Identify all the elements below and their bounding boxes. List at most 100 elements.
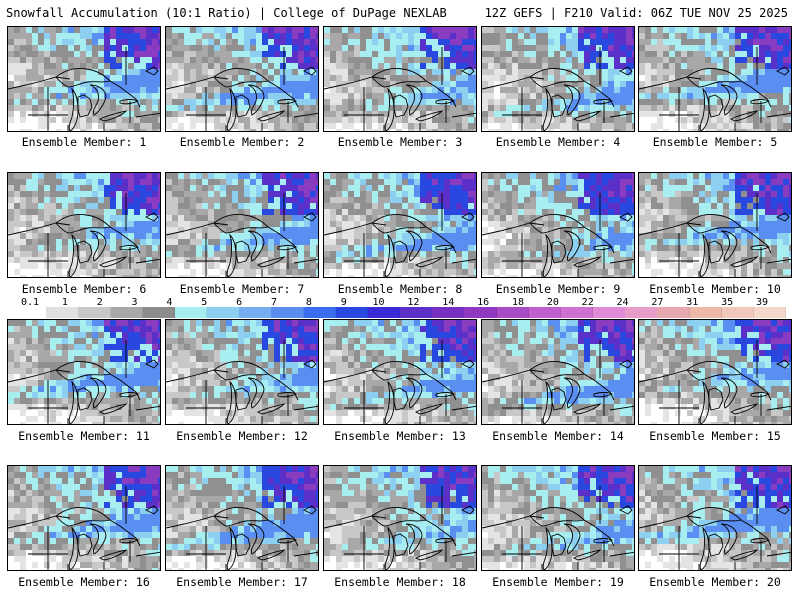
- ensemble-member-map: [481, 172, 635, 278]
- snowfall-map: [639, 173, 791, 277]
- colorbar-swatch: [46, 307, 79, 318]
- ensemble-member-map: [7, 465, 161, 571]
- panel-caption: Ensemble Member: 5: [652, 135, 778, 149]
- colorbar-swatch: [432, 307, 465, 318]
- panel-caption: Ensemble Member: 1: [21, 135, 147, 149]
- colorbar-swatch: [367, 307, 401, 318]
- colorbar-swatch: [239, 307, 272, 318]
- colorbar-swatch: [625, 307, 658, 318]
- snowfall-map: [8, 466, 160, 570]
- snowfall-map: [8, 27, 160, 131]
- ensemble-member-map: [638, 465, 792, 571]
- colorbar-swatch: [303, 307, 337, 318]
- colorbar-swatch: [207, 307, 240, 318]
- snowfall-map: [8, 320, 160, 424]
- snowfall-map: [324, 320, 476, 424]
- ensemble-member-map: [323, 319, 477, 425]
- colorbar-swatch: [689, 307, 723, 318]
- snowfall-map: [166, 27, 318, 131]
- panel-caption: Ensemble Member: 14: [492, 429, 624, 443]
- colorbar-tick-label: 9: [340, 297, 347, 308]
- ensemble-member-map: [7, 319, 161, 425]
- snowfall-map: [639, 320, 791, 424]
- colorbar-tick-label: 4: [166, 297, 173, 308]
- colorbar-tick-label: 7: [270, 297, 278, 308]
- snowfall-map: [324, 27, 476, 131]
- colorbar-swatch: [721, 307, 755, 318]
- ensemble-member-map: [165, 319, 319, 425]
- page-title: Snowfall Accumulation (10:1 Ratio) | Col…: [6, 6, 447, 20]
- snowfall-map: [166, 466, 318, 570]
- colorbar-tick-label: 10: [372, 297, 385, 308]
- colorbar-swatch: [110, 307, 144, 318]
- colorbar-tick-label: 14: [442, 297, 455, 308]
- ensemble-member-map: [638, 26, 792, 132]
- ensemble-member-map: [323, 26, 477, 132]
- colorbar-swatch: [528, 307, 562, 318]
- colorbar-tick-label: 16: [477, 297, 490, 308]
- colorbar-tick-label: 22: [581, 297, 594, 308]
- panel-caption: Ensemble Member: 12: [176, 429, 308, 443]
- ensemble-member-map: [323, 172, 477, 278]
- snowfall-map: [324, 466, 476, 570]
- colorbar-tick-label: 0.1: [20, 297, 40, 308]
- ensemble-member-map: [7, 172, 161, 278]
- colorbar-swatch: [142, 307, 176, 318]
- panel-caption: Ensemble Member: 15: [649, 429, 781, 443]
- colorbar-swatch: [14, 307, 47, 318]
- snowfall-map: [482, 27, 634, 131]
- colorbar-tick-label: 18: [511, 297, 525, 308]
- colorbar-swatch: [753, 307, 787, 318]
- colorbar-swatch: [174, 307, 208, 318]
- panel-caption: Ensemble Member: 9: [495, 282, 621, 296]
- panel-caption: Ensemble Member: 18: [334, 575, 466, 589]
- panel-caption: Ensemble Member: 13: [334, 429, 466, 443]
- colorbar-tick-label: 12: [407, 297, 420, 308]
- ensemble-member-map: [7, 26, 161, 132]
- snowfall-map: [8, 173, 160, 277]
- ensemble-member-map: [481, 465, 635, 571]
- colorbar-swatch: [593, 307, 626, 318]
- panel-caption: Ensemble Member: 16: [18, 575, 150, 589]
- colorbar-swatch: [464, 307, 497, 318]
- colorbar-swatch: [271, 307, 304, 318]
- panel-caption: Ensemble Member: 8: [337, 282, 463, 296]
- panel-caption: Ensemble Member: 10: [649, 282, 781, 296]
- ensemble-member-map: [165, 26, 319, 132]
- colorbar-swatch: [560, 307, 594, 318]
- panel-caption: Ensemble Member: 19: [492, 575, 624, 589]
- snowfall-map: [166, 173, 318, 277]
- colorbar-tick-label: 6: [236, 297, 243, 308]
- colorbar-tick-label: 27: [651, 297, 664, 308]
- colorbar-swatch: [335, 307, 369, 318]
- run-info: 12Z GEFS | F210 Valid: 06Z TUE NOV 25 20…: [484, 6, 788, 20]
- snowfall-map: [639, 466, 791, 570]
- ensemble-member-map: [638, 319, 792, 425]
- colorbar-tick-label: 8: [305, 297, 312, 308]
- colorbar-tick-label: 35: [721, 297, 734, 308]
- header: Snowfall Accumulation (10:1 Ratio) | Col…: [0, 0, 800, 24]
- panel-caption: Ensemble Member: 20: [649, 575, 781, 589]
- colorbar-tick-label: 2: [96, 297, 103, 308]
- snowfall-map: [482, 173, 634, 277]
- panel-caption: Ensemble Member: 17: [176, 575, 308, 589]
- panel-caption: Ensemble Member: 6: [21, 282, 147, 296]
- colorbar: [14, 307, 787, 318]
- snowfall-map: [639, 27, 791, 131]
- ensemble-member-map: [481, 26, 635, 132]
- ensemble-member-map: [481, 319, 635, 425]
- colorbar-swatch: [496, 307, 530, 318]
- colorbar-tick-label: 3: [131, 297, 138, 308]
- colorbar-swatch: [400, 307, 433, 318]
- panel-caption: Ensemble Member: 2: [179, 135, 305, 149]
- colorbar-tick-label: 5: [201, 297, 208, 308]
- colorbar-swatch: [78, 307, 111, 318]
- panel-caption: Ensemble Member: 4: [495, 135, 621, 149]
- ensemble-member-map: [165, 465, 319, 571]
- colorbar-tick-label: 39: [755, 297, 769, 308]
- ensemble-member-map: [165, 172, 319, 278]
- snowfall-map: [482, 320, 634, 424]
- colorbar-tick-label: 1: [61, 297, 68, 308]
- colorbar-tick-label: 24: [616, 297, 629, 308]
- ensemble-member-map: [638, 172, 792, 278]
